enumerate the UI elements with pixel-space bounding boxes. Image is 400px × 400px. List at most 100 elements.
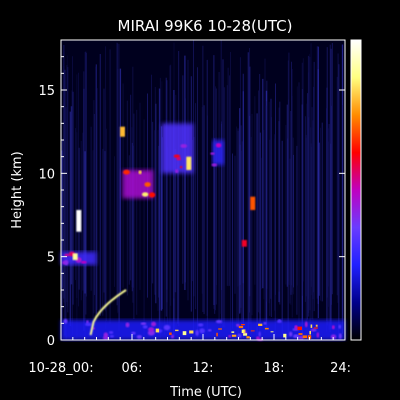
surface-echo: [246, 336, 250, 339]
surface-echo: [243, 329, 246, 333]
echo-cell: [80, 260, 87, 264]
echo-cell: [138, 170, 142, 175]
echo-cell: [208, 329, 212, 332]
echo-cell: [148, 192, 156, 198]
chart-title: MIRAI 99K6 10-28(UTC): [118, 17, 293, 35]
echo-cell: [316, 332, 320, 338]
echo-cell: [141, 192, 149, 197]
echo-cell: [250, 196, 256, 210]
echo-cell: [210, 152, 215, 155]
plot-area: [61, 40, 345, 341]
x-tick-label: 06:: [122, 361, 143, 376]
surface-echo: [216, 332, 218, 337]
echo-cell: [330, 334, 337, 340]
echo-cell: [195, 329, 199, 336]
echo-cell: [109, 331, 114, 334]
echo-cell: [85, 322, 92, 327]
y-axis-label: Height (km): [10, 151, 25, 228]
echo-cell: [123, 169, 130, 175]
echo-cell: [256, 336, 260, 340]
echo-cell: [215, 143, 222, 148]
echo-cell: [63, 318, 68, 324]
y-tick-label: 0: [47, 334, 55, 349]
echo-cell: [258, 331, 261, 337]
y-tick-label: 5: [47, 251, 55, 266]
surface-echo: [218, 328, 222, 330]
echo-cell: [64, 253, 70, 257]
echo-cell: [338, 333, 342, 340]
echo-cell: [297, 335, 305, 340]
echo-cell: [92, 327, 96, 330]
echo-cell: [72, 253, 78, 260]
echo-cell: [171, 334, 174, 339]
echo-cell: [310, 328, 317, 332]
echo-cell: [179, 166, 183, 169]
surface-echo: [241, 329, 244, 333]
echo-cell: [109, 335, 114, 338]
surface-echo: [182, 331, 187, 336]
y-tick-label: 10: [38, 167, 55, 182]
x-tick-label: 18:: [264, 361, 285, 376]
y-axis: 0 5 10 15: [38, 39, 345, 349]
echo-cell: [236, 323, 240, 327]
x-axis-label: Time (UTC): [169, 385, 242, 400]
echo-cell: [163, 324, 171, 331]
echo-cell: [289, 331, 293, 337]
x-tick-label: 12:: [193, 361, 214, 376]
echo-cell: [176, 157, 181, 161]
echo-cell: [180, 144, 187, 148]
echo-cell: [173, 154, 181, 158]
surface-echo: [250, 330, 255, 332]
surface-echo: [297, 326, 302, 331]
echo-cell: [151, 321, 157, 327]
surface-echo: [298, 333, 303, 335]
echo-cell: [64, 259, 69, 266]
echo-cell: [148, 327, 155, 332]
echo-cell: [197, 323, 204, 327]
echo-cell: [263, 321, 267, 325]
echo-cell: [293, 334, 300, 339]
echo-cell: [331, 325, 335, 330]
surface-echo: [241, 324, 245, 326]
echo-cell: [102, 336, 109, 340]
x-tick-label: 10-28_00:: [28, 361, 93, 376]
surface-echo: [155, 328, 160, 333]
echo-cell: [186, 156, 192, 170]
surface-echo: [315, 324, 318, 327]
echo-cell: [142, 325, 148, 329]
surface-echo: [309, 330, 311, 335]
surface-echo: [313, 327, 318, 329]
surface-echo: [189, 330, 194, 334]
echo-cloud: [212, 140, 225, 165]
surface-echo: [270, 331, 274, 333]
y-tick-label: 15: [38, 84, 55, 99]
echo-cell: [120, 126, 125, 137]
echo-cell: [175, 169, 179, 174]
echo-cell: [276, 319, 282, 324]
surface-echo: [302, 335, 307, 339]
echo-cell: [125, 322, 130, 328]
surface-echo: [258, 323, 263, 326]
echo-cell: [211, 163, 218, 167]
echo-cell: [144, 182, 151, 187]
echo-rising-streak: [89, 289, 127, 336]
surface-echo: [310, 324, 313, 328]
surface-echo: [175, 329, 179, 332]
echo-cell: [294, 325, 298, 330]
surface-echo: [231, 334, 237, 337]
echo-cell: [237, 333, 242, 338]
echo-cell: [76, 210, 82, 232]
echo-cell: [131, 331, 136, 335]
surface-echo: [243, 333, 248, 336]
surface-echo: [238, 325, 243, 329]
echo-cell: [228, 335, 232, 338]
echo-cell: [215, 320, 223, 324]
surface-echo: [169, 332, 172, 335]
surface-echo: [283, 333, 287, 338]
echo-cell: [338, 324, 342, 329]
echo-cell: [199, 328, 205, 334]
colorbar: [350, 39, 362, 341]
echo-cell: [136, 335, 142, 339]
echo-cell: [147, 330, 155, 336]
